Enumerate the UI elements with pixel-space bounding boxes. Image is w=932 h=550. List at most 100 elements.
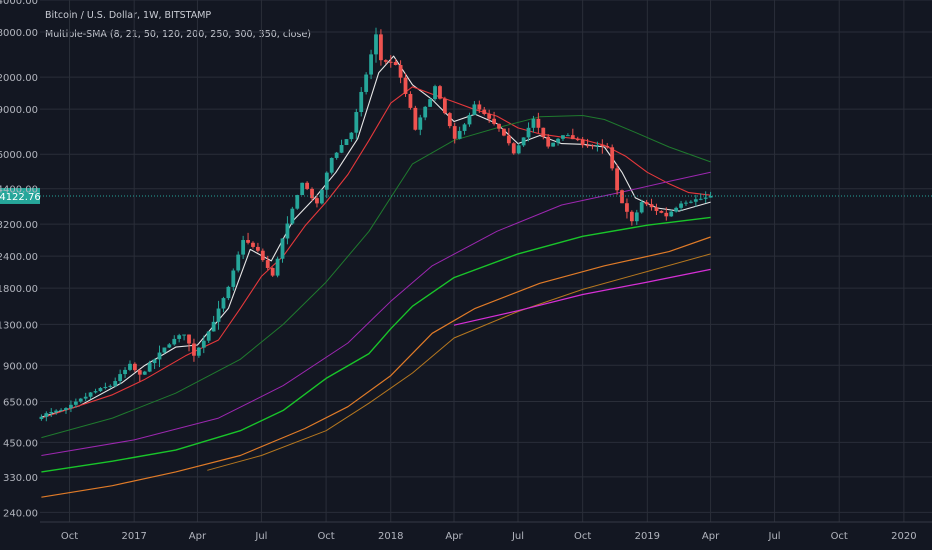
candle-body xyxy=(585,145,590,147)
candle-body xyxy=(438,86,442,99)
candle-body xyxy=(241,240,246,255)
candle-body xyxy=(152,359,157,364)
candle-body xyxy=(177,335,182,339)
y-tick-label: 6000.00 xyxy=(0,150,38,161)
candle-body xyxy=(123,369,127,375)
x-tick-label: Apr xyxy=(445,531,463,542)
candle-body xyxy=(492,118,496,124)
candle-body xyxy=(654,207,659,211)
candle-body xyxy=(128,363,132,370)
candle-body xyxy=(580,139,585,146)
candle-body xyxy=(674,207,679,212)
candle-body xyxy=(78,398,83,402)
candle-body xyxy=(226,286,231,299)
candle-body xyxy=(698,198,703,200)
candle-body xyxy=(260,250,265,261)
x-tick-label: 2019 xyxy=(635,531,660,542)
candle-body xyxy=(679,203,683,208)
candle-body xyxy=(708,195,713,198)
y-tick-label: 240.00 xyxy=(3,508,38,519)
candle-body xyxy=(324,172,329,190)
candle-body xyxy=(339,145,344,153)
candle-body xyxy=(497,123,501,129)
candle-body xyxy=(132,363,137,371)
candle-body xyxy=(196,347,201,356)
price-axis[interactable]: 240.00 330.00 450.00 650.00 900.00 1300.00 180… xyxy=(0,0,38,519)
indicator-legend[interactable]: Multiple-SMA (8, 21, 50, 120, 200, 250, … xyxy=(45,29,311,40)
candle-body xyxy=(187,334,191,344)
candle-body xyxy=(684,202,688,204)
candle-body xyxy=(305,182,310,189)
candle-body xyxy=(551,142,556,147)
candle-body xyxy=(182,334,186,336)
y-tick-label: 12000.00 xyxy=(0,73,38,84)
candle-body xyxy=(629,211,634,222)
sma-line xyxy=(41,171,711,456)
candle-body xyxy=(462,124,467,131)
candle-body xyxy=(472,104,477,116)
candle-body xyxy=(487,114,492,119)
candle-body xyxy=(64,408,68,410)
x-tick-label: Jul xyxy=(254,531,267,542)
candle-body xyxy=(265,260,270,268)
candle-body xyxy=(447,113,452,127)
candle-body xyxy=(54,410,59,413)
candle-body xyxy=(659,210,664,213)
candle-body xyxy=(192,343,196,356)
x-tick-label: Apr xyxy=(189,531,207,542)
candle-body xyxy=(536,118,541,128)
candle-body xyxy=(167,344,172,348)
last-price-line: 4122.76 xyxy=(0,187,932,204)
candle-body xyxy=(344,139,349,146)
candle-body xyxy=(688,201,693,203)
y-tick-label: 24000.00 xyxy=(0,0,38,7)
time-axis[interactable]: Oct 2017 Apr Jul Oct 2018 Apr Jul Oct 2019 Apr Jul O… xyxy=(40,521,932,542)
candle-body xyxy=(570,135,575,140)
candle-body xyxy=(556,138,560,143)
y-tick-label: 4400.00 xyxy=(0,185,38,196)
candle-body xyxy=(398,64,403,78)
y-tick-label: 18000.00 xyxy=(0,28,38,39)
candle-body xyxy=(511,143,516,154)
candle-body xyxy=(383,60,388,62)
sma-line xyxy=(41,55,711,418)
sma-line xyxy=(41,86,711,419)
candle-body xyxy=(201,340,206,348)
candle-body xyxy=(319,189,324,204)
x-tick-label: Jul xyxy=(768,531,781,542)
candle-body xyxy=(634,212,639,222)
candle-body xyxy=(216,308,221,322)
sma-lines xyxy=(41,55,711,498)
candle-body xyxy=(93,391,98,393)
candle-body xyxy=(428,99,433,107)
candle-body xyxy=(605,145,610,148)
candle-body xyxy=(457,130,462,139)
grid xyxy=(40,0,932,522)
candle-body xyxy=(600,144,605,146)
candle-body xyxy=(369,54,373,75)
candle-body xyxy=(393,61,398,65)
candle-body xyxy=(285,223,290,239)
candle-body xyxy=(364,74,369,92)
candle-body xyxy=(329,157,334,173)
candle-body xyxy=(526,127,531,138)
candle-body xyxy=(482,109,487,115)
candle-body xyxy=(521,137,526,146)
candle-body xyxy=(334,152,339,158)
candle-body xyxy=(374,34,378,55)
x-tick-label: Oct xyxy=(61,531,78,542)
candle-body xyxy=(649,204,654,208)
sma-line xyxy=(41,115,711,439)
candle-body xyxy=(575,139,580,141)
candle-body xyxy=(290,208,295,224)
candle-body xyxy=(256,246,260,251)
candle-body xyxy=(147,363,152,372)
candle-body xyxy=(246,240,250,243)
candle-body xyxy=(516,145,521,154)
y-tick-label: 1300.00 xyxy=(0,320,38,331)
candle-body xyxy=(310,188,314,199)
candle-body xyxy=(664,212,669,217)
candle-body xyxy=(541,127,546,137)
x-tick-label: Oct xyxy=(574,531,591,542)
